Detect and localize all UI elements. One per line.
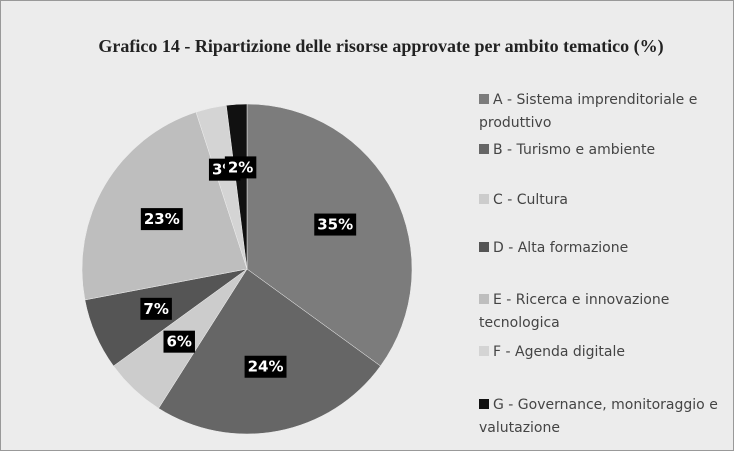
data-label: 35% — [317, 216, 353, 234]
legend-swatch — [479, 399, 489, 409]
data-label-box — [224, 156, 257, 179]
pie-slice — [81, 111, 248, 301]
data-label-box — [140, 208, 183, 231]
pie-slice — [158, 268, 381, 435]
legend-item: F - Agenda digitale — [479, 341, 729, 364]
legend-swatch — [479, 144, 489, 154]
legend-label: A - Sistema imprenditoriale e produttivo — [479, 92, 698, 131]
data-label: 24% — [248, 358, 284, 376]
data-label-box — [163, 330, 195, 353]
legend-swatch — [479, 346, 489, 356]
data-label-box — [140, 297, 172, 320]
legend-label: E - Ricerca e innovazione tecnologica — [479, 292, 670, 331]
data-label-box — [314, 213, 357, 236]
pie-slice — [226, 103, 248, 270]
legend-label: B - Turismo e ambiente — [493, 142, 656, 158]
data-label-group: 35% — [314, 213, 357, 236]
chart-title: Grafico 14 - Ripartizione delle risorse … — [98, 36, 664, 56]
legend-label: G - Governance, monitoraggio e valutazio… — [479, 397, 718, 436]
data-label-group: 23% — [140, 208, 183, 231]
legend-swatch — [479, 94, 489, 104]
data-label-box — [244, 355, 287, 378]
legend-item: G - Governance, monitoraggio e valutazio… — [479, 394, 729, 440]
legend-item: A - Sistema imprenditoriale e produttivo — [479, 89, 729, 135]
data-label: 6% — [166, 333, 191, 351]
data-label: 23% — [144, 210, 180, 228]
data-label: 7% — [143, 300, 168, 318]
data-label-group: 6% — [163, 330, 195, 353]
legend-item: D - Alta formazione — [479, 237, 729, 260]
legend-swatch — [479, 242, 489, 252]
legend-item: C - Cultura — [479, 189, 729, 212]
data-label-group: 24% — [244, 355, 287, 378]
legend-swatch — [479, 194, 489, 204]
legend-label: C - Cultura — [493, 192, 568, 208]
legend-label: F - Agenda digitale — [493, 344, 625, 360]
data-label: 2% — [228, 158, 253, 176]
data-label-group: 2% — [224, 156, 257, 179]
legend-swatch — [479, 294, 489, 304]
legend-item: B - Turismo e ambiente — [479, 139, 729, 162]
legend-label: D - Alta formazione — [493, 240, 629, 256]
legend-item: E - Ricerca e innovazione tecnologica — [479, 289, 729, 335]
data-label-group: 7% — [140, 297, 172, 320]
